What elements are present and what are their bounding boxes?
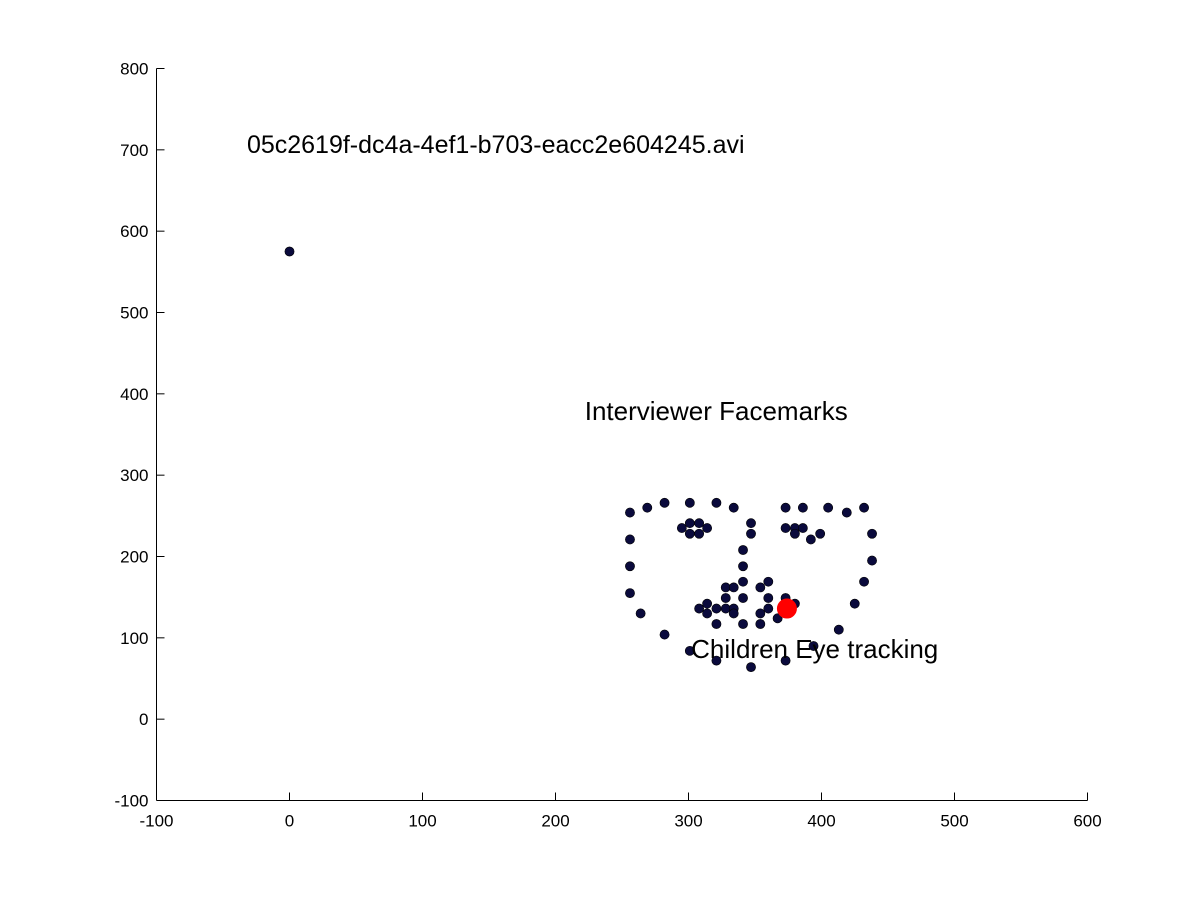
- facemark-point: [797, 523, 808, 533]
- facemark-point: [711, 655, 722, 666]
- x-tick-label: 0: [285, 812, 294, 831]
- facemark-point: [676, 523, 687, 533]
- facemark-point: [780, 655, 791, 666]
- facemarks-label: Interviewer Facemarks: [585, 396, 848, 426]
- facemark-point: [635, 608, 646, 619]
- facemark-point: [738, 593, 748, 603]
- facemark-point: [780, 523, 791, 533]
- y-tick-label: 400: [120, 385, 148, 404]
- facemark-point: [625, 561, 635, 572]
- facemark-point: [625, 534, 635, 545]
- facemark-point: [763, 603, 774, 614]
- data-points: [284, 246, 877, 673]
- facemark-point: [849, 598, 860, 609]
- facemark-point: [738, 576, 748, 587]
- y-tick-label: 700: [120, 141, 148, 160]
- x-tick-label: 300: [674, 812, 702, 831]
- facemark-point: [746, 662, 756, 673]
- facemark-point: [284, 246, 295, 257]
- facemark-point: [823, 502, 834, 513]
- facemark-point: [755, 608, 766, 619]
- facemark-point: [684, 497, 695, 508]
- facemark-point: [702, 608, 713, 619]
- x-tick-label: 600: [1073, 812, 1101, 831]
- facemark-point: [867, 555, 877, 566]
- facemark-point: [684, 518, 695, 529]
- facemark-point: [867, 528, 877, 539]
- facemark-point: [805, 534, 816, 545]
- facemark-point: [780, 502, 791, 513]
- eye-tracking-label: Children Eye tracking: [691, 634, 938, 664]
- facemark-point: [625, 588, 635, 598]
- facemark-point: [684, 528, 695, 539]
- facemark-point: [859, 502, 869, 513]
- x-tick-label: 400: [807, 812, 835, 831]
- facemark-point: [694, 603, 705, 614]
- axes: -100 0 100 200 300 400 500 600 -100 0 100 200 300 400…: [114, 60, 1101, 831]
- facemark-point: [728, 502, 739, 513]
- facemark-point: [790, 528, 800, 539]
- facemark-point: [659, 497, 670, 508]
- facemark-point: [833, 624, 844, 635]
- facemark-point: [746, 528, 756, 539]
- x-tick-label: -100: [139, 812, 173, 831]
- facemark-point: [702, 598, 713, 609]
- y-tick-label: 300: [120, 466, 148, 485]
- facemark-point: [684, 645, 695, 656]
- facemark-point: [815, 528, 826, 539]
- y-tick-label: 600: [120, 222, 148, 241]
- facemark-point: [625, 507, 635, 518]
- facemark-point: [738, 619, 748, 629]
- facemark-point: [772, 613, 783, 624]
- y-tick-label: 0: [139, 710, 148, 729]
- facemark-point: [711, 603, 722, 614]
- facemark-point: [642, 502, 653, 513]
- facemark-point: [763, 576, 774, 587]
- facemark-point: [755, 619, 766, 629]
- facemark-point: [808, 641, 819, 651]
- x-tick-label: 200: [541, 812, 569, 831]
- eye-tracking-point: [776, 598, 797, 619]
- x-tick-label: 100: [408, 812, 436, 831]
- video-filename-label: 05c2619f-dc4a-4ef1-b703-eacc2e604245.avi: [247, 131, 745, 159]
- y-tick-label: 200: [120, 548, 148, 567]
- facemark-point: [755, 582, 766, 593]
- facemark-point: [711, 497, 722, 508]
- facemark-point: [728, 582, 739, 593]
- facemark-point: [738, 545, 748, 555]
- annotations: 05c2619f-dc4a-4ef1-b703-eacc2e604245.avi…: [247, 131, 938, 664]
- facemark-point: [659, 629, 670, 640]
- facemark-point: [720, 593, 731, 603]
- facemark-point: [746, 518, 756, 529]
- facemark-point: [763, 593, 774, 603]
- y-tick-label: -100: [114, 792, 148, 811]
- y-tick-label: 800: [120, 60, 148, 79]
- facemark-point: [859, 576, 869, 587]
- facemark-point: [738, 561, 748, 572]
- facemark-point: [841, 507, 852, 518]
- facemark-point: [702, 523, 713, 533]
- x-tick-label: 500: [940, 812, 968, 831]
- facemark-point: [694, 518, 705, 529]
- facemark-point: [694, 528, 705, 539]
- facemark-point: [728, 608, 739, 619]
- y-tick-label: 500: [120, 304, 148, 323]
- facemark-point: [711, 619, 722, 629]
- facemark-point: [797, 502, 808, 513]
- y-tick-label: 100: [120, 629, 148, 648]
